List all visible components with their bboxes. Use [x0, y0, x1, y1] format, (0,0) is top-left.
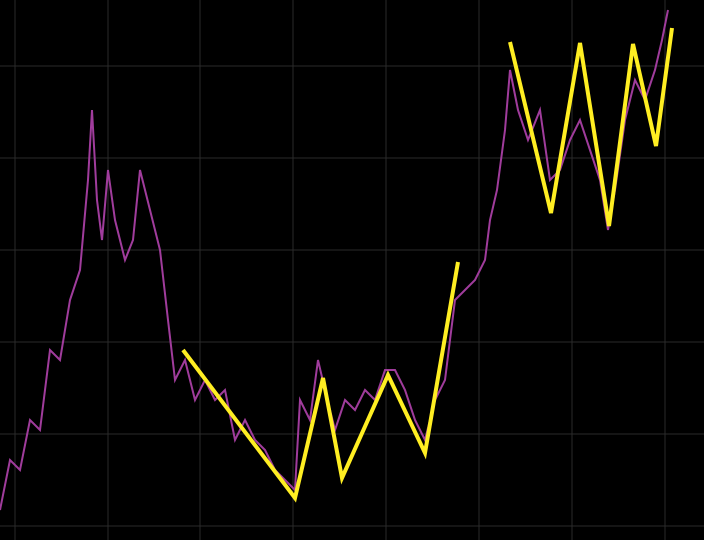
series-line [181, 27, 674, 503]
